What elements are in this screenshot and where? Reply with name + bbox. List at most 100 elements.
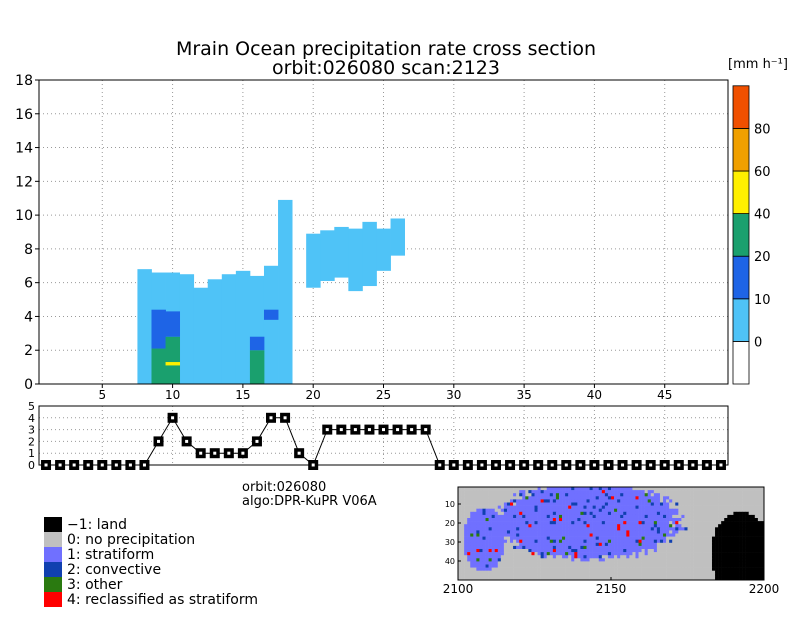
map-cell bbox=[702, 573, 707, 578]
map-cell bbox=[510, 558, 514, 562]
map-cell bbox=[718, 518, 722, 522]
map-cell bbox=[754, 493, 759, 497]
map-cell bbox=[647, 487, 652, 491]
map-cell bbox=[506, 514, 511, 519]
map-cell bbox=[534, 539, 538, 544]
map-cell bbox=[742, 549, 746, 553]
map-cell bbox=[506, 508, 511, 513]
map-cell bbox=[506, 505, 511, 509]
map-cell bbox=[666, 530, 670, 534]
map-cell bbox=[592, 487, 596, 491]
map-cell bbox=[500, 555, 505, 559]
map-cell bbox=[650, 511, 655, 516]
map-cell bbox=[638, 545, 642, 550]
map-cell bbox=[656, 530, 661, 534]
map-cell bbox=[470, 539, 474, 544]
map-cell bbox=[589, 496, 593, 500]
map-cell bbox=[601, 536, 606, 540]
map-cell bbox=[592, 576, 596, 581]
map-cell bbox=[607, 524, 612, 528]
map-cell bbox=[488, 530, 492, 534]
map-cell bbox=[519, 521, 523, 525]
map-cell bbox=[580, 536, 584, 540]
map-cell bbox=[494, 511, 499, 516]
map-cell bbox=[757, 496, 762, 500]
map-cell bbox=[458, 576, 462, 581]
map-cell bbox=[589, 505, 593, 509]
map-cell bbox=[522, 558, 526, 562]
map-cell bbox=[681, 536, 685, 540]
map-cell bbox=[589, 558, 593, 562]
map-cell bbox=[534, 511, 538, 516]
map-cell bbox=[485, 561, 489, 565]
map-cell bbox=[485, 555, 489, 559]
map-cell bbox=[516, 576, 520, 581]
map-cell bbox=[506, 496, 511, 500]
type-marker-dot bbox=[269, 416, 273, 420]
map-cell bbox=[516, 542, 520, 547]
map-cell bbox=[684, 514, 688, 519]
map-cell bbox=[522, 490, 526, 494]
map-cell bbox=[699, 570, 704, 575]
map-cell bbox=[516, 518, 520, 522]
map-cell bbox=[718, 549, 722, 553]
map-cell bbox=[500, 508, 505, 513]
map-cell bbox=[711, 536, 716, 540]
map-cell bbox=[656, 545, 661, 550]
map-cell bbox=[681, 514, 685, 519]
map-cell bbox=[669, 549, 673, 553]
map-cell bbox=[601, 552, 606, 556]
map-cell bbox=[727, 564, 731, 568]
map-cell bbox=[568, 508, 572, 513]
map-cell bbox=[672, 502, 676, 506]
map-cell bbox=[510, 518, 514, 522]
map-cell bbox=[574, 527, 578, 531]
map-cell bbox=[565, 552, 569, 556]
map-cell bbox=[644, 530, 649, 534]
map-cell bbox=[678, 499, 682, 503]
map-cell bbox=[589, 539, 593, 544]
map-cell bbox=[614, 518, 618, 522]
map-cell bbox=[693, 561, 697, 565]
map-cell bbox=[473, 576, 477, 581]
map-cell bbox=[601, 499, 606, 503]
map-cell bbox=[733, 561, 737, 565]
map-cell bbox=[473, 527, 477, 531]
map-cell bbox=[684, 496, 688, 500]
map-cell bbox=[464, 496, 468, 500]
map-cell bbox=[721, 502, 725, 506]
map-cell bbox=[705, 558, 710, 562]
map-cell bbox=[611, 558, 615, 562]
map-cell bbox=[678, 545, 682, 550]
map-cell bbox=[467, 524, 471, 528]
map-cell bbox=[510, 487, 514, 491]
map-cell bbox=[693, 502, 697, 506]
map-cell bbox=[653, 527, 658, 531]
map-cell bbox=[580, 567, 584, 571]
map-cell bbox=[513, 564, 517, 568]
map-cell bbox=[473, 573, 477, 578]
map-cell bbox=[482, 518, 486, 522]
map-cell bbox=[519, 567, 523, 571]
map-cell bbox=[690, 539, 694, 544]
map-cell bbox=[757, 573, 762, 578]
map-cell bbox=[571, 490, 575, 494]
map-cell bbox=[748, 530, 753, 534]
map-cell bbox=[546, 493, 551, 497]
map-cell bbox=[491, 573, 496, 578]
map-cell bbox=[663, 524, 667, 528]
map-cell bbox=[598, 518, 603, 522]
x-tick-label: 45 bbox=[657, 388, 672, 402]
map-cell bbox=[742, 552, 746, 556]
map-cell bbox=[503, 508, 508, 513]
map-cell bbox=[562, 502, 566, 506]
map-cell bbox=[647, 499, 652, 503]
map-cell bbox=[574, 567, 578, 571]
map-cell bbox=[571, 573, 575, 578]
map-cell bbox=[470, 561, 474, 565]
map-cell bbox=[522, 502, 526, 506]
map-cell bbox=[488, 564, 492, 568]
map-cell bbox=[568, 521, 572, 525]
map-cell bbox=[595, 570, 600, 575]
map-cell bbox=[693, 518, 697, 522]
